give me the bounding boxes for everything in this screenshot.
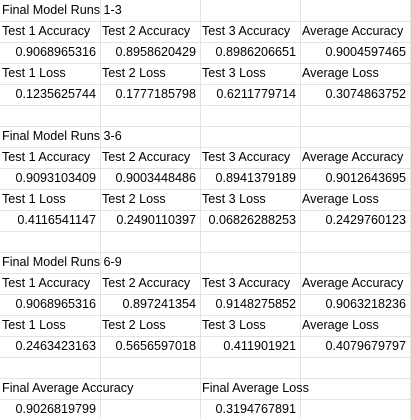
test-3-accuracy-value[interactable]: 0.8941379189	[215, 171, 296, 185]
column-gridline	[100, 0, 101, 419]
test-3-accuracy-header[interactable]: Test 3 Accuracy	[202, 24, 291, 38]
section-title[interactable]: Final Model Runs 1-3	[2, 3, 122, 17]
test-3-loss-value[interactable]: 0.6211779714	[216, 87, 296, 101]
section-title[interactable]: Final Model Runs 3-6	[2, 129, 122, 143]
test-1-loss-header[interactable]: Test 1 Loss	[2, 318, 66, 332]
test-1-accuracy-header[interactable]: Test 1 Accuracy	[2, 276, 91, 290]
test-2-loss-header[interactable]: Test 2 Loss	[102, 192, 166, 206]
final-average-loss-value[interactable]: 0.3194767891	[215, 402, 296, 416]
row-gridline	[0, 168, 411, 169]
test-2-accuracy-header[interactable]: Test 2 Accuracy	[102, 276, 191, 290]
row-gridline	[0, 315, 411, 316]
average-loss-header[interactable]: Average Loss	[302, 192, 379, 206]
row-gridline	[0, 21, 411, 22]
average-accuracy-value[interactable]: 0.9004597465	[325, 45, 406, 59]
row-gridline	[0, 63, 411, 64]
average-accuracy-header[interactable]: Average Accuracy	[302, 276, 404, 290]
row-gridline	[0, 399, 411, 400]
final-average-accuracy-label[interactable]: Final Average Accuracy	[2, 381, 134, 395]
row-gridline	[0, 357, 411, 358]
column-gridline	[300, 0, 301, 419]
test-2-accuracy-header[interactable]: Test 2 Accuracy	[102, 150, 191, 164]
average-loss-header[interactable]: Average Loss	[302, 66, 379, 80]
test-3-loss-value[interactable]: 0.06826288253	[208, 213, 296, 227]
row-gridline	[0, 105, 411, 106]
final-average-accuracy-value[interactable]: 0.9026819799	[15, 402, 96, 416]
average-accuracy-header[interactable]: Average Accuracy	[302, 24, 404, 38]
test-2-loss-value[interactable]: 0.1777185798	[115, 87, 196, 101]
test-2-loss-header[interactable]: Test 2 Loss	[102, 66, 166, 80]
row-gridline	[0, 42, 411, 43]
test-3-loss-header[interactable]: Test 3 Loss	[202, 66, 266, 80]
average-accuracy-header[interactable]: Average Accuracy	[302, 150, 404, 164]
test-2-accuracy-value[interactable]: 0.897241354	[122, 297, 196, 311]
test-3-loss-value[interactable]: 0.411901921	[223, 339, 296, 353]
test-1-loss-header[interactable]: Test 1 Loss	[2, 66, 66, 80]
average-accuracy-value[interactable]: 0.9063218236	[325, 297, 406, 311]
test-1-loss-value[interactable]: 0.4116541147	[17, 213, 96, 227]
test-2-loss-header[interactable]: Test 2 Loss	[102, 318, 166, 332]
average-loss-value[interactable]: 0.2429760123	[325, 213, 406, 227]
test-1-loss-value[interactable]: 0.2463423163	[15, 339, 96, 353]
row-gridline	[0, 84, 411, 85]
test-1-loss-value[interactable]: 0.1235625744	[15, 87, 96, 101]
test-3-accuracy-header[interactable]: Test 3 Accuracy	[202, 150, 291, 164]
test-2-accuracy-header[interactable]: Test 2 Accuracy	[102, 24, 191, 38]
test-2-accuracy-value[interactable]: 0.8958620429	[115, 45, 196, 59]
test-1-accuracy-value[interactable]: 0.9093103409	[15, 171, 96, 185]
test-1-accuracy-header[interactable]: Test 1 Accuracy	[2, 24, 91, 38]
column-gridline	[200, 0, 201, 419]
test-1-loss-header[interactable]: Test 1 Loss	[2, 192, 66, 206]
row-gridline	[0, 294, 411, 295]
row-gridline	[0, 189, 411, 190]
row-gridline	[0, 231, 411, 232]
test-3-loss-header[interactable]: Test 3 Loss	[202, 318, 266, 332]
row-gridline	[0, 210, 411, 211]
row-gridline	[0, 126, 411, 127]
section-title[interactable]: Final Model Runs 6-9	[2, 255, 122, 269]
test-3-loss-header[interactable]: Test 3 Loss	[202, 192, 266, 206]
row-gridline	[0, 336, 411, 337]
test-1-accuracy-value[interactable]: 0.9068965316	[15, 45, 96, 59]
test-1-accuracy-value[interactable]: 0.9068965316	[15, 297, 96, 311]
average-loss-value[interactable]: 0.3074863752	[325, 87, 406, 101]
row-gridline	[0, 273, 411, 274]
test-3-accuracy-header[interactable]: Test 3 Accuracy	[202, 276, 291, 290]
row-gridline	[0, 378, 411, 379]
test-2-loss-value[interactable]: 0.2490110397	[116, 213, 196, 227]
final-average-loss-label[interactable]: Final Average Loss	[202, 381, 309, 395]
average-loss-header[interactable]: Average Loss	[302, 318, 379, 332]
average-loss-value[interactable]: 0.4079679797	[325, 339, 406, 353]
row-gridline	[0, 252, 411, 253]
test-3-accuracy-value[interactable]: 0.8986206651	[215, 45, 296, 59]
test-2-accuracy-value[interactable]: 0.9003448486	[115, 171, 196, 185]
test-2-loss-value[interactable]: 0.5656597018	[115, 339, 196, 353]
test-3-accuracy-value[interactable]: 0.9148275852	[215, 297, 296, 311]
average-accuracy-value[interactable]: 0.9012643695	[325, 171, 406, 185]
test-1-accuracy-header[interactable]: Test 1 Accuracy	[2, 150, 91, 164]
row-gridline	[0, 147, 411, 148]
